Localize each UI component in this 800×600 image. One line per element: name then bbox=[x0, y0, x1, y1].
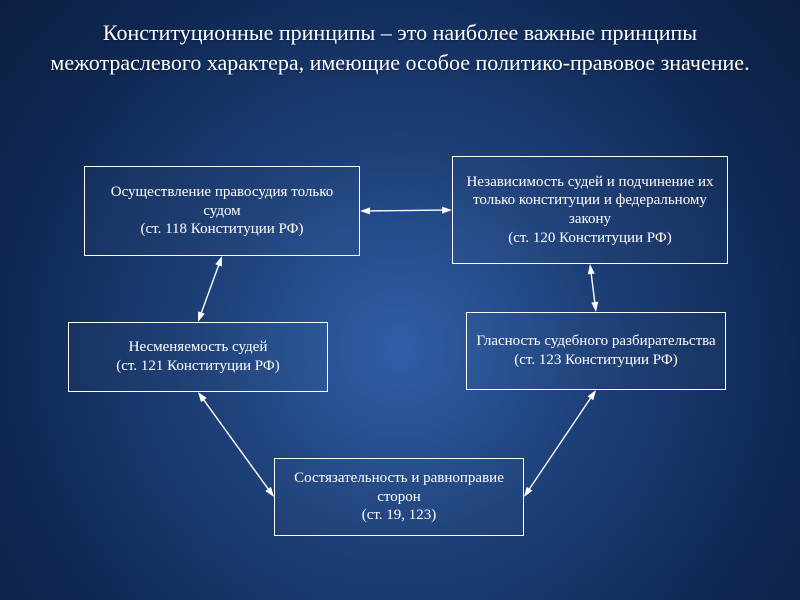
node-justice-by-court: Осуществление правосудия только судом(ст… bbox=[84, 166, 360, 256]
node-irremovability: Несменяемость судей(ст. 121 Конституции … bbox=[68, 322, 328, 392]
node-label: Осуществление правосудия только судом(ст… bbox=[93, 183, 351, 239]
node-label: Гласность судебного разбирательства(ст. … bbox=[476, 332, 715, 370]
slide-stage: Конституционные принципы – это наиболее … bbox=[0, 0, 800, 600]
node-label: Несменяемость судей(ст. 121 Конституции … bbox=[116, 338, 279, 376]
node-adversarial: Состязательность и равноправие сторон(ст… bbox=[274, 458, 524, 536]
node-label: Состязательность и равноправие сторон(ст… bbox=[283, 469, 515, 525]
slide-title: Конституционные принципы – это наиболее … bbox=[40, 18, 760, 77]
node-label: Независимость судей и подчинение их толь… bbox=[461, 173, 719, 248]
node-judicial-independence: Независимость судей и подчинение их толь… bbox=[452, 156, 728, 264]
node-publicity: Гласность судебного разбирательства(ст. … bbox=[466, 312, 726, 390]
